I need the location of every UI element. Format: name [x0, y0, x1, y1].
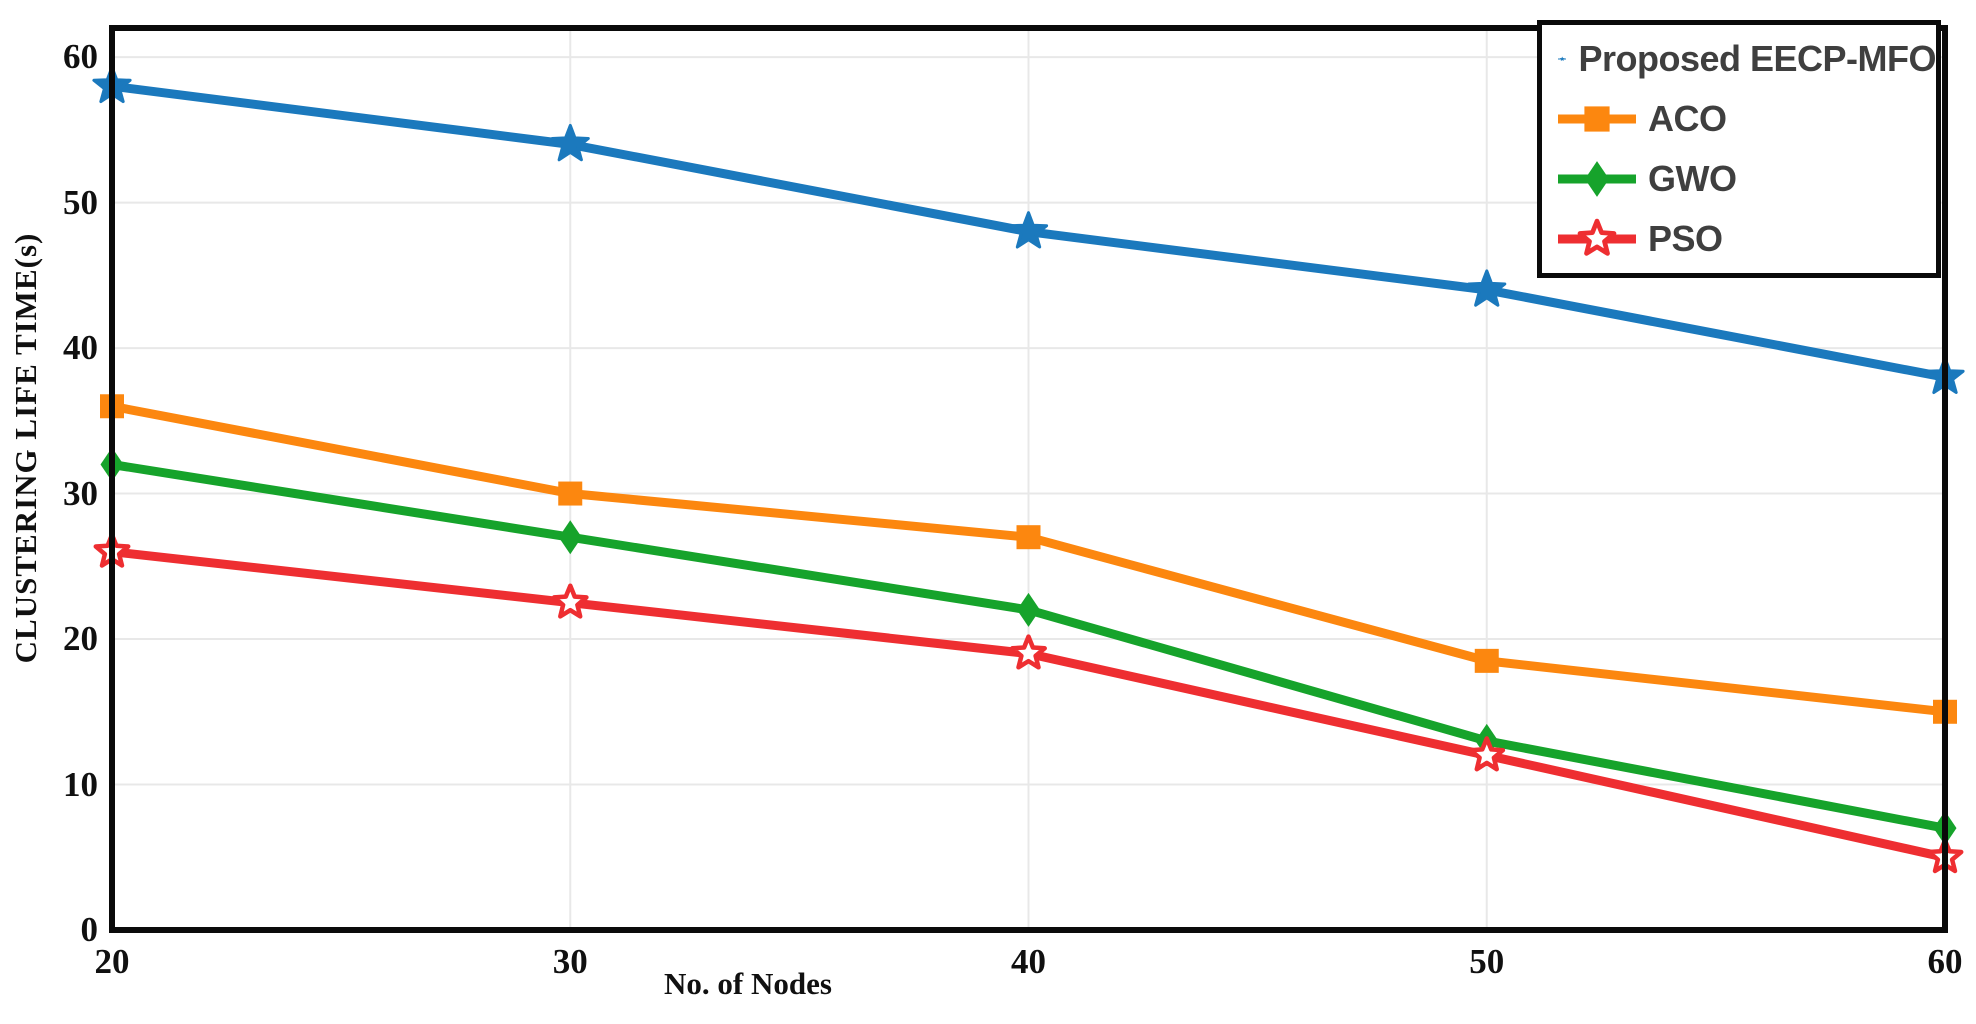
- x-tick-label: 40: [1011, 942, 1046, 981]
- marker-square: [1584, 106, 1610, 132]
- legend-label: ACO: [1648, 98, 1727, 139]
- marker-diamond: [1017, 592, 1040, 627]
- legend-marker: [1558, 218, 1636, 256]
- legend-item: GWO: [1558, 153, 1936, 205]
- series-pso: [93, 532, 1964, 874]
- marker-star: [1008, 211, 1049, 249]
- legend-item: PSO: [1558, 213, 1936, 265]
- marker-star-open: [1010, 634, 1047, 670]
- y-tick-label: 50: [63, 182, 98, 222]
- marker-star: [550, 123, 590, 162]
- legend: Proposed EECP-MFO ACO GWO PSO: [1537, 20, 1941, 278]
- y-tick-label: 0: [80, 910, 99, 949]
- y-tick-label: 60: [63, 37, 98, 77]
- x-tick-label: 30: [552, 942, 588, 981]
- legend-item: Proposed EECP-MFO: [1558, 33, 1936, 85]
- gridlines: [112, 28, 1945, 930]
- y-tick-label: 10: [63, 764, 98, 804]
- legend-label: GWO: [1648, 158, 1737, 199]
- marker-diamond: [1584, 161, 1610, 197]
- x-tick-label: 60: [1927, 942, 1963, 981]
- legend-label: PSO: [1648, 218, 1723, 259]
- x-tick-label: 50: [1469, 942, 1505, 981]
- marker-star-open: [1577, 218, 1617, 256]
- marker-star: [1467, 269, 1507, 307]
- marker-star-open: [1468, 736, 1506, 772]
- x-axis-title: No. of Nodes: [664, 966, 832, 1001]
- marker-square: [558, 481, 583, 506]
- marker-star: [1560, 56, 1565, 61]
- series-aco: [100, 394, 1957, 724]
- plot-border: [109, 25, 1948, 933]
- marker-diamond: [558, 520, 582, 555]
- legend-marker: [1558, 56, 1567, 61]
- legend-marker: [1558, 161, 1636, 197]
- y-tick-label: 30: [63, 473, 98, 513]
- marker-square: [1474, 648, 1499, 673]
- y-tick-label: 40: [63, 328, 98, 368]
- y-axis-title: CLUSTERING LIFE TIME(s): [8, 232, 43, 664]
- marker-square: [1016, 525, 1041, 550]
- x-tick-label: 20: [94, 942, 130, 981]
- marker-star-open: [551, 583, 589, 619]
- y-tick-label: 20: [63, 619, 98, 659]
- legend-marker: [1558, 106, 1636, 132]
- legend-item: ACO: [1558, 93, 1936, 145]
- legend-label: Proposed EECP-MFO: [1578, 38, 1936, 79]
